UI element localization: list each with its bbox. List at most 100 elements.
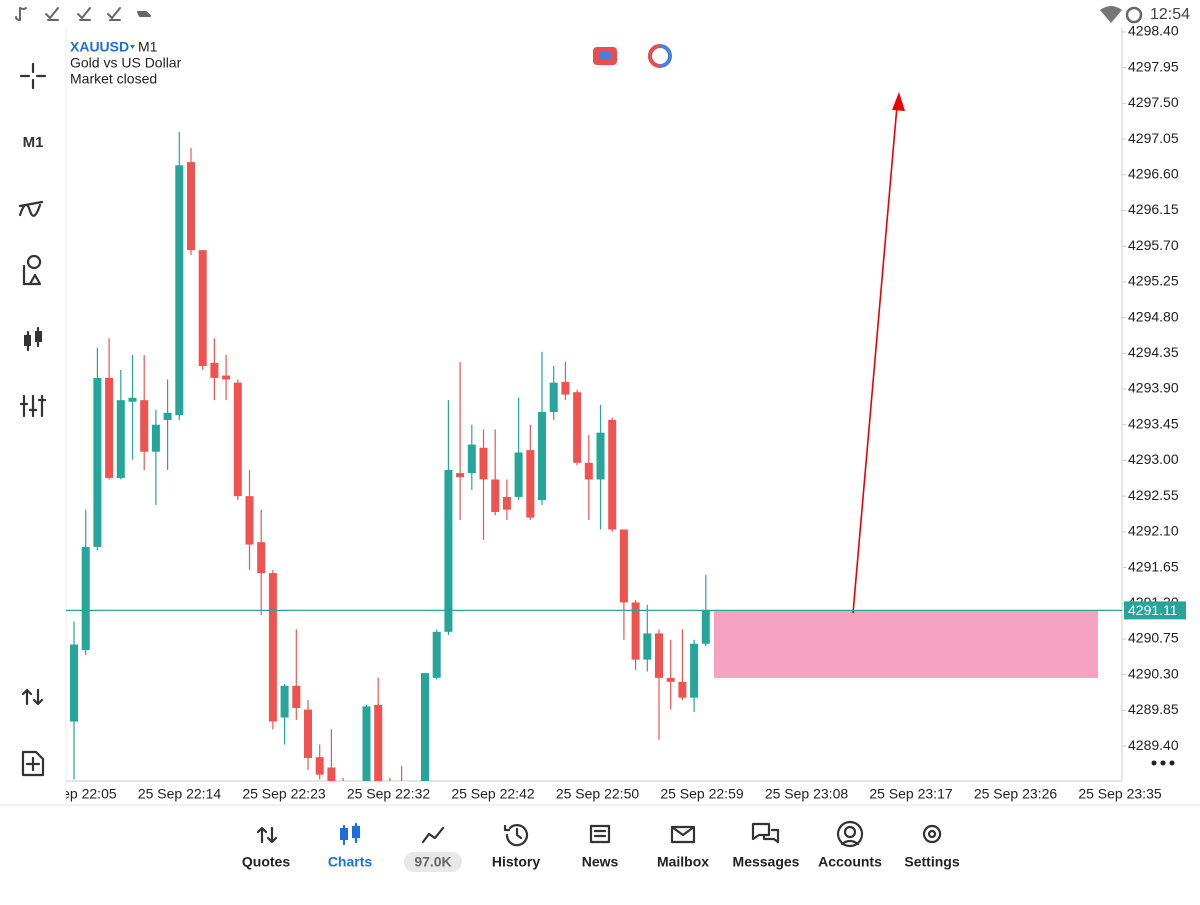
timeframe-button[interactable]: M1 <box>23 134 44 151</box>
x-tick-label: 25 Sep 22:14 <box>138 786 222 802</box>
clock: 12:54 <box>1150 6 1190 23</box>
candle-body <box>105 377 114 478</box>
nav-item[interactable]: News <box>582 854 619 870</box>
candle-body <box>678 681 687 698</box>
nav-icon-fill <box>340 828 348 840</box>
y-tick-label: 4297.50 <box>1128 94 1179 110</box>
candle-body <box>526 450 535 518</box>
candle-body <box>257 542 266 574</box>
candle-body <box>93 377 102 547</box>
candle-body <box>502 496 511 510</box>
timer-icon[interactable] <box>648 44 672 68</box>
candle-body <box>619 529 628 603</box>
nav-item[interactable]: 97.0K <box>414 854 451 870</box>
plot-area <box>70 131 710 781</box>
candle-body <box>655 633 663 678</box>
candle-body <box>187 162 195 251</box>
one-click-icon[interactable] <box>593 47 617 65</box>
candle-body <box>643 633 652 660</box>
candle-body <box>631 602 640 660</box>
candle-body <box>280 685 289 718</box>
symbol-description: Gold vs US Dollar <box>70 55 182 71</box>
candle-body <box>315 757 324 775</box>
candle-body <box>304 709 312 758</box>
indicators-tool[interactable] <box>18 200 44 217</box>
nav-item[interactable]: Mailbox <box>657 854 709 870</box>
nav-item[interactable]: Settings <box>904 854 959 870</box>
x-labels: 25 Sep 22:05 25 Sep 22:14 25 Sep 22:23 25 S… <box>66 786 1162 802</box>
symbol-timeframe: M1 <box>138 39 158 55</box>
nav-item[interactable]: Charts <box>328 854 373 870</box>
nav-item[interactable]: Messages <box>733 854 800 870</box>
objects-tool[interactable] <box>22 254 42 286</box>
y-tick-label: 4291.65 <box>1128 558 1179 574</box>
nav-icons <box>256 820 942 848</box>
candle-body <box>538 412 546 501</box>
candle-body <box>444 469 453 632</box>
candle-body <box>514 452 523 497</box>
y-tick-label: 4292.10 <box>1128 523 1179 539</box>
sync-icon <box>1125 6 1143 24</box>
y-tick-label: 4289.85 <box>1128 701 1179 717</box>
x-tick-label: 25 Sep 23:17 <box>869 786 953 802</box>
candle-body <box>362 706 371 781</box>
y-tick-label: 4295.70 <box>1128 237 1179 253</box>
candle-body <box>81 546 90 651</box>
candle-body <box>116 400 125 478</box>
candle-body <box>584 462 593 480</box>
drawn-zone[interactable] <box>714 611 1098 678</box>
candle-body <box>701 610 710 644</box>
candle-body <box>163 412 172 420</box>
y-tick-label: 4297.95 <box>1128 58 1179 74</box>
new-order-tool[interactable] <box>21 750 45 777</box>
candle-body <box>608 419 617 530</box>
x-tick-label: 25 Sep 23:08 <box>765 786 849 802</box>
candle-body <box>421 673 429 781</box>
more-menu[interactable] <box>1151 760 1175 766</box>
candle-icon-body <box>24 335 31 346</box>
candle-body <box>456 473 465 478</box>
candle-body <box>233 382 242 497</box>
y-tick-label: 4297.05 <box>1128 130 1179 146</box>
crosshair-tool[interactable] <box>19 62 47 90</box>
nav-item[interactable]: Quotes <box>242 854 290 870</box>
candle-body <box>292 685 301 709</box>
nav-item[interactable]: History <box>492 854 540 870</box>
y-tick-label: 4296.60 <box>1128 165 1179 181</box>
x-tick-label: 25 Sep 22:42 <box>451 786 535 802</box>
y-tick-label: 4294.80 <box>1128 308 1179 324</box>
trade-tool[interactable] <box>21 688 44 706</box>
symbol-ticker[interactable]: XAUUSD <box>70 39 129 55</box>
y-tick-label: 4296.15 <box>1128 201 1179 217</box>
bottom-nav: Quotes Charts 97.0K History News Mailbox Messa… <box>242 852 960 872</box>
current-price-tag <box>1124 601 1186 620</box>
candle-body <box>128 397 137 402</box>
x-tick-label: 25 Sep 22:59 <box>660 786 744 802</box>
candle-icon-body <box>35 331 42 342</box>
candle-body <box>210 362 219 378</box>
y-tick-label: 4294.35 <box>1128 344 1179 360</box>
candle-body <box>596 432 605 480</box>
nav-badge <box>404 852 462 872</box>
candle-body <box>690 643 699 698</box>
candle-body <box>467 444 476 474</box>
settings-tool[interactable] <box>19 394 47 418</box>
left-toolbar <box>18 62 47 777</box>
nav-item[interactable]: Accounts <box>818 854 882 870</box>
x-tick-label: 25 Sep 22:23 <box>242 786 326 802</box>
candle-body <box>268 573 277 722</box>
y-tick-label: 4293.00 <box>1128 451 1179 467</box>
y-tick-label: 4293.90 <box>1128 380 1179 396</box>
market-status: Market closed <box>70 71 157 87</box>
x-tick-label: 25 Sep 23:35 <box>1078 786 1162 802</box>
candle-body <box>70 644 78 722</box>
nav-icon-fill <box>352 826 360 838</box>
candle-body <box>222 375 231 380</box>
x-tick-label: 25 Sep 22:32 <box>347 786 431 802</box>
wifi-icon <box>1100 6 1122 23</box>
status-icons <box>15 7 151 21</box>
candle-body <box>175 165 184 416</box>
arrow-head <box>892 92 905 111</box>
candle-body <box>327 767 336 781</box>
drawn-arrow[interactable] <box>852 105 898 614</box>
